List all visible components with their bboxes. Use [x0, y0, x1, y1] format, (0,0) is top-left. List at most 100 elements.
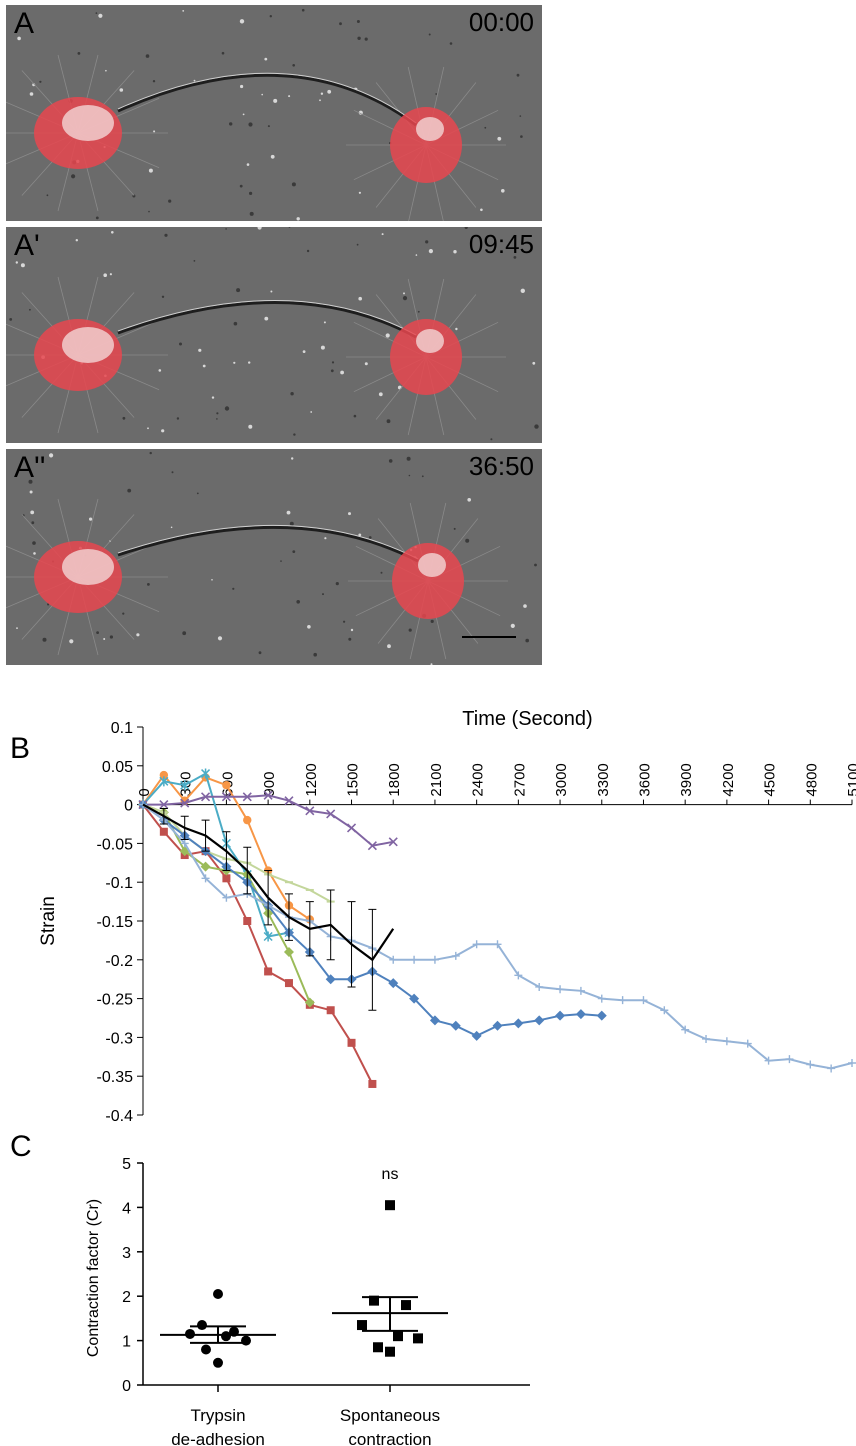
- data-point: [264, 967, 273, 976]
- micrograph-frame: A 00:00: [6, 5, 542, 221]
- debris-speck: [291, 182, 296, 187]
- debris-speck: [193, 260, 196, 262]
- debris-speck: [127, 488, 132, 493]
- x-tick-label: 2400: [470, 763, 487, 796]
- debris-speck: [408, 474, 411, 477]
- debris-speck: [147, 427, 149, 430]
- error-bar: [264, 870, 273, 926]
- debris-speck: [465, 538, 470, 543]
- debris-speck: [29, 92, 34, 96]
- debris-speck: [270, 154, 275, 159]
- debris-speck: [358, 533, 362, 537]
- micrograph-image: [6, 449, 542, 665]
- debris-speck: [229, 122, 233, 126]
- debris-speck: [534, 424, 539, 429]
- neurite-highlight: [117, 300, 417, 336]
- debris-speck: [33, 552, 36, 555]
- debris-speck: [239, 19, 245, 24]
- debris-speck: [75, 239, 79, 242]
- debris-speck: [380, 571, 383, 574]
- y-tick-label: -0.05: [97, 836, 134, 853]
- data-point: [200, 861, 211, 872]
- x-tick-label: 1200: [303, 763, 320, 796]
- debris-speck: [335, 582, 339, 586]
- data-point: [450, 1020, 461, 1031]
- micrograph-image: [6, 227, 542, 443]
- error-bar: [222, 831, 231, 872]
- debris-speck: [313, 652, 318, 657]
- debris-speck: [417, 310, 420, 313]
- x-tick-label: 3300: [595, 763, 612, 796]
- debris-speck: [182, 631, 187, 636]
- panel-b-letter: B: [10, 732, 31, 765]
- debris-speck: [430, 619, 434, 623]
- debris-speck: [119, 88, 124, 92]
- debris-speck: [453, 527, 456, 530]
- debris-speck: [96, 631, 99, 634]
- debris-speck: [158, 369, 162, 372]
- debris-speck: [385, 333, 390, 338]
- data-point: [848, 1059, 856, 1068]
- x-tick-label: 5100: [845, 763, 856, 796]
- debris-speck: [320, 92, 324, 95]
- debris-speck: [258, 651, 262, 655]
- cell-nucleus: [416, 329, 444, 353]
- data-point: [222, 874, 231, 883]
- data-point: [388, 978, 399, 989]
- debris-speck: [406, 456, 411, 461]
- debris-speck: [534, 563, 537, 567]
- debris-speck: [408, 628, 412, 632]
- data-point: [388, 837, 398, 847]
- data-point: [596, 1010, 607, 1021]
- debris-speck: [15, 261, 18, 264]
- data-point: [201, 874, 210, 883]
- data-point: [346, 823, 357, 833]
- data-point: [556, 985, 565, 994]
- debris-speck: [179, 342, 182, 346]
- data-point: [597, 994, 606, 1003]
- debris-speck: [248, 424, 253, 429]
- data-point: [305, 806, 315, 816]
- debris-speck: [196, 492, 199, 495]
- data-point: [639, 996, 648, 1005]
- data-point: [180, 798, 190, 808]
- data-point: [368, 1079, 377, 1088]
- data-point: [200, 792, 211, 802]
- debris-speck: [145, 54, 150, 58]
- x-tick-label: 0: [136, 788, 153, 796]
- debris-speck: [225, 228, 227, 230]
- debris-speck: [322, 593, 324, 596]
- debris-speck: [525, 638, 529, 643]
- debris-speck: [378, 392, 383, 397]
- debris-speck: [520, 288, 525, 293]
- data-point: [576, 986, 585, 995]
- debris-speck: [236, 288, 241, 293]
- debris-speck: [516, 73, 520, 77]
- data-point: [159, 800, 169, 810]
- cell-nucleus: [62, 105, 114, 141]
- frame-timestamp: 09:45: [468, 229, 534, 259]
- debris-speck: [331, 361, 335, 364]
- debris-speck: [286, 510, 291, 515]
- data-point: [409, 993, 420, 1004]
- debris-speck: [148, 168, 153, 173]
- debris-speck: [42, 637, 47, 642]
- debris-speck: [290, 392, 294, 396]
- data-point: [492, 1020, 503, 1031]
- debris-speck: [296, 217, 300, 221]
- debris-speck: [216, 412, 219, 415]
- debris-speck: [17, 36, 21, 41]
- cell-nucleus: [62, 549, 114, 585]
- x-tick-label: 1800: [386, 763, 403, 796]
- data-point: [367, 841, 377, 851]
- debris-speck: [221, 51, 225, 55]
- series-7: [139, 800, 856, 1073]
- debris-speck: [170, 526, 173, 529]
- data-point: [284, 979, 293, 988]
- error-bar: [201, 819, 210, 852]
- data-point: [535, 982, 544, 991]
- error-bar: [243, 846, 252, 895]
- series-8: [142, 803, 395, 1011]
- data-point: [347, 1038, 356, 1047]
- debris-speck: [306, 249, 310, 253]
